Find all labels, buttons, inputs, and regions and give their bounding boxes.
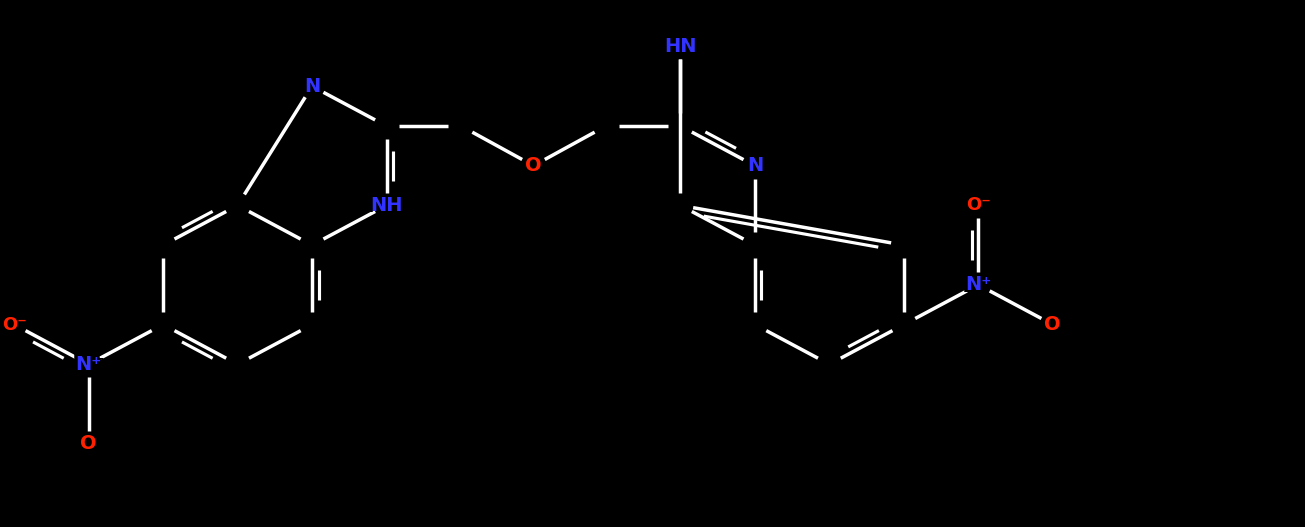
Text: N: N <box>301 74 322 98</box>
Text: O⁻: O⁻ <box>962 193 994 218</box>
Text: NH: NH <box>365 193 407 218</box>
Text: N: N <box>744 154 765 178</box>
Text: O⁻: O⁻ <box>1 316 26 334</box>
Text: O⁻: O⁻ <box>0 313 30 337</box>
Text: N: N <box>304 77 320 96</box>
Text: O: O <box>523 154 544 178</box>
Text: HN: HN <box>659 35 701 58</box>
Text: NH: NH <box>371 196 403 215</box>
Text: O: O <box>1044 315 1061 334</box>
Text: O: O <box>81 434 97 453</box>
Text: O⁻: O⁻ <box>966 197 990 214</box>
Text: N⁺: N⁺ <box>72 352 106 376</box>
Text: HN: HN <box>664 37 697 56</box>
Text: N: N <box>746 156 763 175</box>
Text: N⁺: N⁺ <box>962 273 996 297</box>
Text: N⁺: N⁺ <box>966 275 992 295</box>
Text: N⁺: N⁺ <box>76 355 102 374</box>
Text: O: O <box>1043 313 1064 337</box>
Text: O: O <box>525 156 542 175</box>
Text: O: O <box>78 432 99 456</box>
